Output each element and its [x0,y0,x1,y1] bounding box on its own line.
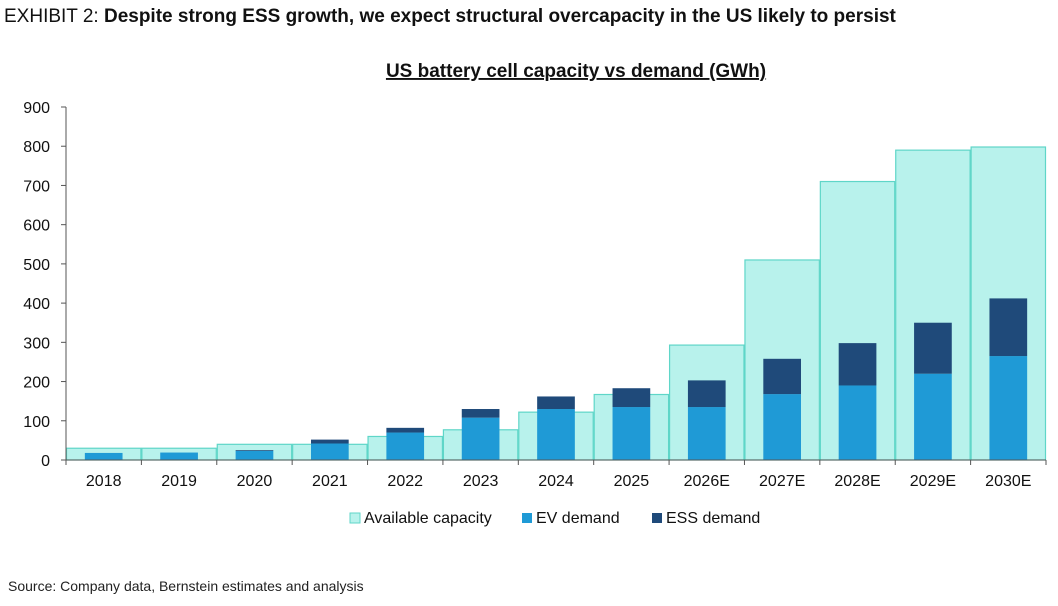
legend-swatch-ess-demand [652,513,662,523]
y-tick-label-500: 500 [23,257,50,274]
y-tick-label-200: 200 [23,375,50,392]
legend-label-ess-demand: ESS demand [666,510,760,527]
legend-label-ev-demand: EV demand [536,510,620,527]
y-tick-label-0: 0 [41,453,50,470]
chart: US battery cell capacity vs demand (GWh)… [23,61,1047,527]
ess-demand-bar-2024 [537,396,575,410]
exhibit-heading: EXHIBIT 2: Despite strong ESS growth, we… [4,6,896,28]
exhibit-title: Despite strong ESS growth, we expect str… [103,6,896,27]
x-tick-label-2018: 2018 [86,473,122,490]
ess-demand-bar-2023 [461,409,500,418]
x-tick-label-2027E: 2027E [759,473,805,490]
ess-demand-bar-2020 [235,450,274,451]
x-tick-label-2030E: 2030E [985,473,1031,490]
ess-demand-bar-2029E [914,322,952,374]
ev-demand-bar-2025 [612,407,651,460]
chart-title: US battery cell capacity vs demand (GWh) [386,61,766,82]
x-tick-label-2029E: 2029E [910,473,956,490]
x-tick-label-2023: 2023 [463,473,499,490]
ev-demand-bar-2030E [989,356,1028,460]
legend-label-capacity: Available capacity [364,510,492,527]
x-tick-label-2021: 2021 [312,473,348,490]
x-tick-label-2019: 2019 [161,473,197,490]
source-note: Source: Company data, Bernstein estimate… [8,578,364,594]
ev-demand-bar-2019 [160,452,198,460]
ess-demand-bar-2021 [311,439,349,444]
ev-demand-bar-2018 [84,452,123,460]
y-tick-label-400: 400 [23,296,50,313]
y-tick-label-300: 300 [23,335,50,352]
ess-demand-bar-2028E [838,343,877,386]
ev-demand-bar-2024 [537,409,575,460]
ess-demand-bar-2030E [989,298,1028,357]
ess-demand-bar-2027E [763,358,801,395]
y-tick-label-900: 900 [23,100,50,117]
ess-demand-bar-2022 [386,427,425,433]
ev-demand-bar-2021 [311,443,349,460]
ess-demand-bar-2025 [612,388,651,408]
x-tick-label-2022: 2022 [387,473,423,490]
x-tick-label-2028E: 2028E [834,473,880,490]
ev-demand-bar-2029E [914,373,952,460]
ev-demand-bar-2020 [235,450,274,460]
x-tick-label-2024: 2024 [538,473,574,490]
x-tick-label-2025: 2025 [614,473,650,490]
ess-demand-bar-2026E [687,380,726,408]
legend-swatch-capacity [349,512,361,524]
ev-demand-bar-2023 [461,417,500,460]
y-tick-label-800: 800 [23,139,50,156]
x-tick-label-2026E: 2026E [684,473,730,490]
ev-demand-bar-2022 [386,432,425,460]
ev-demand-bar-2026E [687,407,726,460]
y-tick-label-100: 100 [23,414,50,431]
exhibit-label: EXHIBIT 2: [4,6,104,27]
y-tick-label-600: 600 [23,218,50,235]
ev-demand-bar-2028E [838,385,877,460]
ev-demand-bar-2027E [763,394,801,460]
legend-swatch-ev-demand [522,513,532,523]
x-tick-label-2020: 2020 [237,473,273,490]
y-tick-label-700: 700 [23,178,50,195]
